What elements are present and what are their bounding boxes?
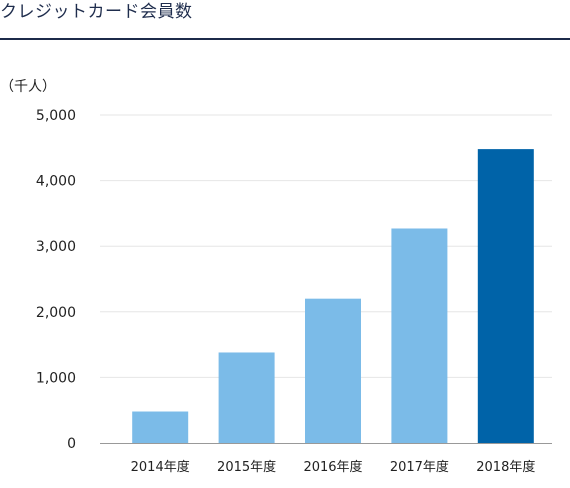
bar-2014年度 (132, 411, 189, 443)
page-title: クレジットカード会員数 (0, 2, 193, 22)
page-header: クレジットカード会員数 (0, 0, 570, 40)
grid-lines (100, 114, 552, 378)
y-tick-label: 5,000 (36, 108, 76, 124)
x-tick-label: 2016年度 (303, 459, 362, 475)
x-tick-label: 2018年度 (476, 459, 535, 475)
chart-container: （千人） 0 1,000 2,000 3,000 4,000 5,000 2014年度 20… (0, 60, 570, 484)
y-tick-label: 1,000 (36, 370, 76, 386)
y-tick-label: 0 (67, 436, 76, 452)
bars (132, 149, 534, 443)
x-axis-ticks: 2014年度 2015年度 2016年度 2017年度 2018年度 (131, 459, 536, 475)
y-tick-label: 3,000 (36, 239, 76, 255)
y-tick-label: 2,000 (36, 305, 76, 321)
x-tick-label: 2015年度 (217, 459, 276, 475)
y-tick-label: 4,000 (36, 174, 76, 190)
x-tick-label: 2017年度 (390, 459, 449, 475)
bar-2016年度 (305, 298, 361, 443)
y-unit-label: （千人） (0, 79, 56, 95)
y-axis-ticks: 0 1,000 2,000 3,000 4,000 5,000 (36, 108, 76, 452)
bar-2015年度 (218, 352, 275, 443)
x-tick-label: 2014年度 (131, 459, 190, 475)
bar-2018年度 (477, 149, 534, 443)
bar-2017年度 (391, 228, 448, 443)
